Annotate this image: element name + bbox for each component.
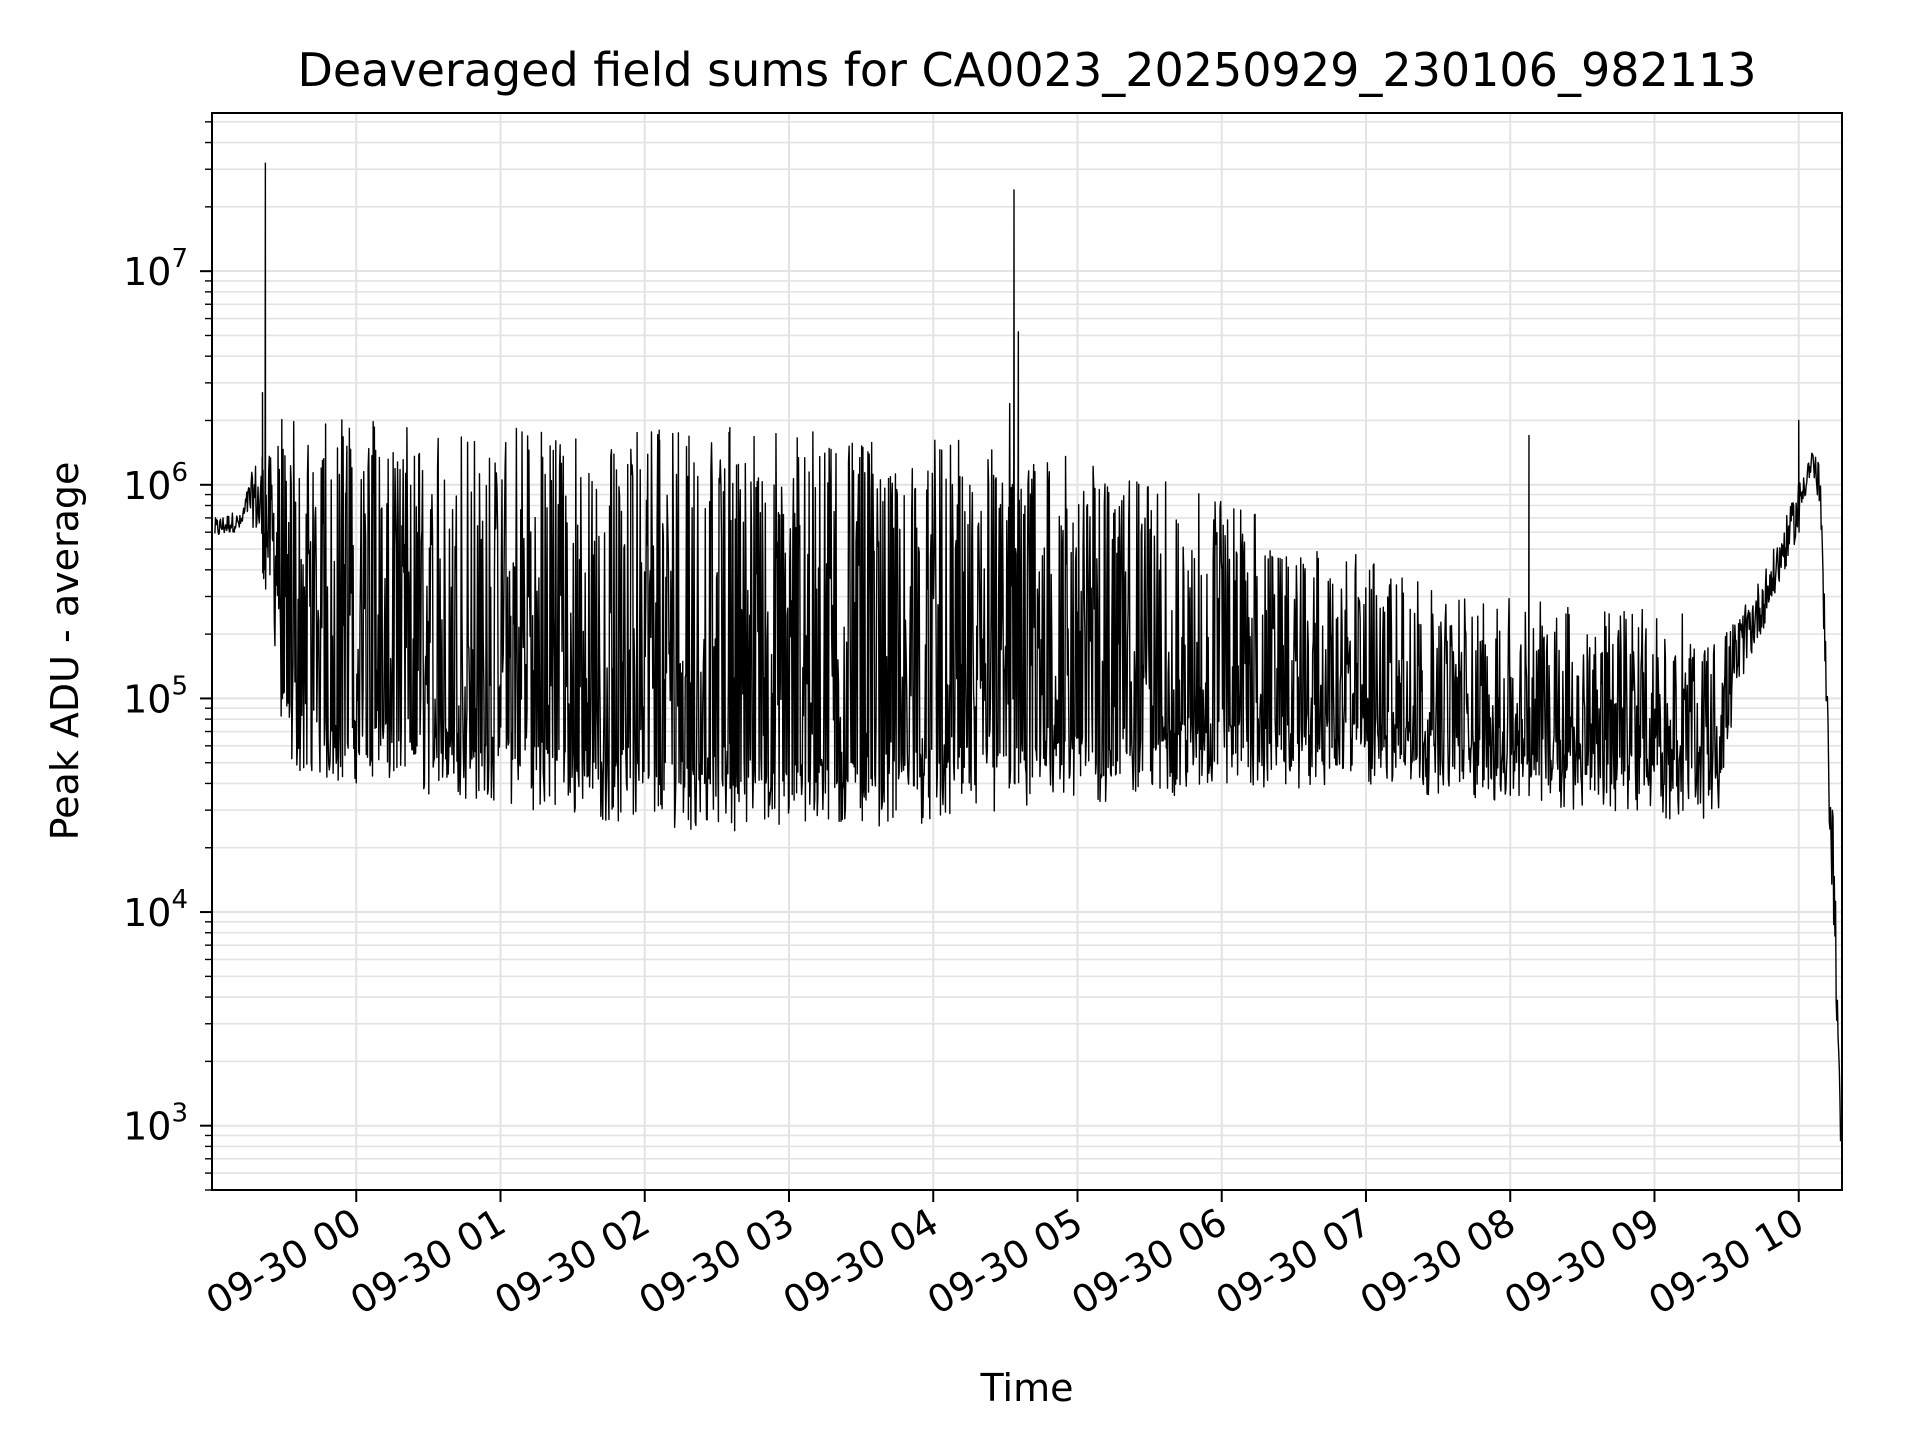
y-tick-label: 105	[123, 671, 188, 721]
y-tick-label: 107	[123, 244, 188, 294]
plot-frame	[211, 112, 1843, 1191]
series-path	[214, 162, 1842, 1142]
y-tick-label: 104	[123, 885, 188, 935]
x-axis-label: Time	[980, 1366, 1074, 1410]
y-tick-label: 106	[123, 458, 188, 508]
y-tick-label: 103	[123, 1099, 188, 1149]
chart-title: Deaveraged field sums for CA0023_2025092…	[297, 43, 1756, 97]
series-line	[214, 162, 1842, 1142]
y-axis-label: Peak ADU - average	[43, 462, 87, 841]
y-axis: 103 104 105 106 107	[123, 121, 212, 1191]
